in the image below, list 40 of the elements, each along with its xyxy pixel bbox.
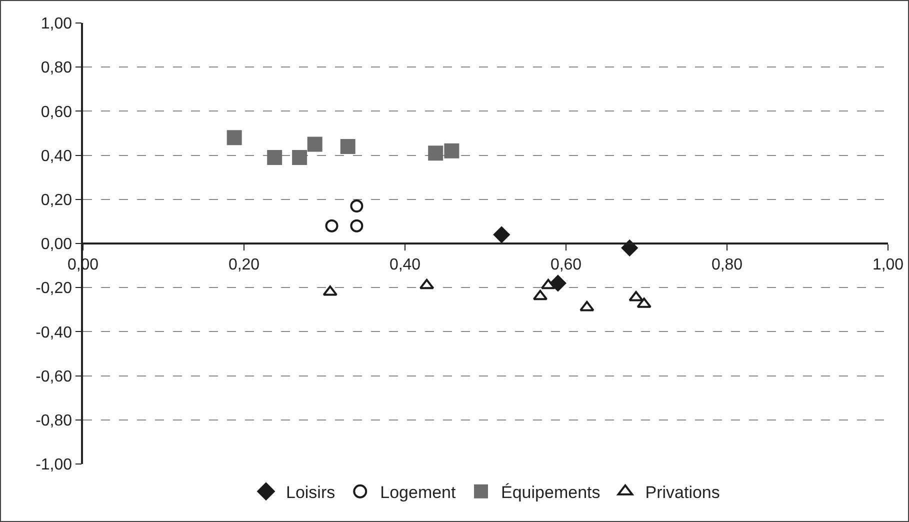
point (540, 278, 556, 290)
x-tick-label: 1,00 (872, 256, 904, 274)
x-tick-label: 0,40 (389, 256, 421, 274)
point (267, 150, 282, 166)
y-tick-label: 0,20 (40, 192, 72, 209)
legend-label: Loisirs (286, 483, 336, 502)
point (493, 226, 510, 243)
point (628, 291, 644, 302)
point (350, 200, 364, 213)
point (636, 298, 652, 308)
x-tick-label: 0,20 (228, 256, 260, 274)
point (292, 150, 308, 166)
legend-label: Équipements (501, 483, 600, 502)
point (532, 290, 548, 300)
point (307, 136, 322, 152)
point (322, 286, 338, 296)
point (340, 138, 356, 154)
point (428, 146, 444, 161)
y-tick-label: 0,00 (40, 236, 72, 254)
point (419, 278, 434, 290)
legend-label: Logement (380, 483, 456, 502)
y-tick-label: -1,00 (36, 456, 72, 474)
point (621, 240, 638, 256)
point (350, 219, 364, 232)
y-tick-label: -0,20 (36, 280, 72, 298)
y-tick-label: 0,80 (40, 60, 72, 77)
y-tick-label: 0,40 (40, 148, 72, 165)
y-tick-label: -0,80 (36, 412, 72, 430)
y-tick-label: -0,60 (36, 368, 72, 386)
legend-label: Privations (645, 483, 720, 502)
point (325, 219, 338, 232)
point (226, 130, 242, 146)
y-tick-label: 0,60 (40, 104, 72, 121)
point (444, 143, 460, 158)
y-tick-label: -0,40 (36, 324, 72, 342)
x-tick-label: 0,60 (550, 256, 582, 274)
point (550, 275, 566, 292)
point (580, 300, 594, 312)
x-tick-label: 0,80 (711, 256, 743, 274)
y-tick-label: 1,00 (40, 16, 72, 33)
